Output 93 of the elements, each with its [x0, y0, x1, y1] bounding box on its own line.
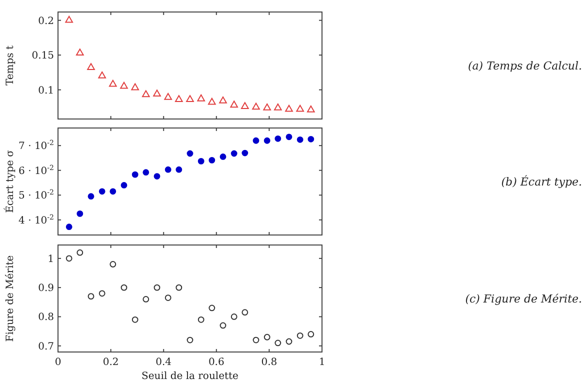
- y-tick-label: 0.2: [38, 16, 54, 27]
- point: [110, 261, 116, 268]
- point: [220, 154, 226, 160]
- point: [308, 136, 314, 142]
- point: [87, 63, 95, 70]
- text: (a) Temps de Calcul.: [468, 60, 582, 72]
- point: [142, 90, 150, 98]
- point: [186, 150, 194, 157]
- point: [88, 193, 94, 200]
- point: [286, 338, 292, 345]
- point: [132, 171, 138, 178]
- x-tick-label: 0: [54, 357, 62, 368]
- point: [131, 83, 139, 90]
- y-axis-title: Temps t: [5, 45, 16, 86]
- point: [263, 103, 271, 110]
- y-tick-label: 7 · 10$^{-2}$: [18, 139, 54, 152]
- point: [110, 188, 116, 195]
- point: [76, 249, 84, 256]
- point: [132, 316, 138, 323]
- x-tick-label: 0.2: [102, 357, 119, 368]
- point: [164, 294, 172, 301]
- x-tick-label: 0.8: [261, 357, 278, 368]
- point: [285, 104, 293, 112]
- point: [242, 150, 248, 156]
- point: [176, 166, 182, 173]
- point: [230, 314, 238, 320]
- point: [198, 316, 204, 323]
- point: [274, 340, 282, 346]
- point: [307, 106, 315, 112]
- point: [98, 290, 106, 297]
- point: [274, 103, 282, 110]
- point: [230, 100, 238, 108]
- x-tick-label: 0.4: [156, 357, 172, 368]
- y-tick-label: 0.8: [38, 312, 54, 324]
- y-tick-label: 1: [48, 254, 54, 265]
- point: [252, 137, 260, 144]
- point: [186, 336, 194, 344]
- point: [264, 137, 270, 144]
- point: [98, 72, 106, 78]
- point: [208, 157, 216, 164]
- point: [308, 331, 314, 338]
- text: (b) Écart type.: [501, 174, 582, 188]
- point: [153, 90, 161, 96]
- point: [66, 224, 72, 230]
- point: [66, 255, 72, 262]
- x-axis-title: Seuil de la roulette: [142, 371, 239, 380]
- point: [154, 173, 160, 180]
- point: [142, 169, 150, 176]
- point: [208, 304, 216, 312]
- y-tick-label: 5 · 10$^{-2}$: [18, 188, 54, 202]
- point: [98, 188, 106, 195]
- point: [164, 93, 172, 100]
- point: [296, 136, 304, 143]
- point: [220, 322, 226, 329]
- point: [164, 166, 172, 173]
- y-tick-label: 0.1: [38, 85, 54, 96]
- point: [154, 284, 160, 291]
- point: [274, 135, 282, 142]
- point: [242, 309, 248, 316]
- point: [197, 94, 205, 102]
- point: [198, 158, 204, 164]
- point: [264, 334, 270, 340]
- y-axis-title: Écart type σ: [3, 150, 16, 213]
- y-axis-title: Figure de Mérite: [5, 255, 16, 342]
- text: (c) Figure de Mérite.: [465, 292, 582, 306]
- point: [208, 98, 216, 105]
- point: [286, 134, 292, 140]
- point: [241, 102, 249, 109]
- point: [76, 48, 84, 56]
- y-tick-label: 0.7: [38, 341, 54, 352]
- point: [142, 296, 150, 302]
- point: [88, 293, 94, 300]
- point: [120, 182, 128, 188]
- point: [109, 80, 117, 87]
- point: [176, 284, 182, 291]
- point: [230, 150, 238, 157]
- point: [252, 336, 260, 344]
- point: [65, 16, 73, 23]
- point: [296, 104, 304, 112]
- point: [175, 95, 183, 102]
- y-tick-label: 6 · 10$^{-2}$: [18, 164, 54, 177]
- y-tick-label: 0.9: [38, 283, 54, 294]
- point: [186, 95, 194, 102]
- y-tick-label: 0.15: [32, 50, 54, 62]
- point: [252, 102, 260, 110]
- x-tick-label: 0.6: [208, 357, 224, 368]
- point: [76, 210, 84, 217]
- y-tick-label: 4 · 10$^{-2}$: [18, 213, 54, 226]
- point: [120, 284, 128, 291]
- point: [219, 96, 227, 104]
- point: [296, 332, 304, 339]
- point: [120, 82, 128, 89]
- x-tick-label: 1: [318, 357, 326, 368]
